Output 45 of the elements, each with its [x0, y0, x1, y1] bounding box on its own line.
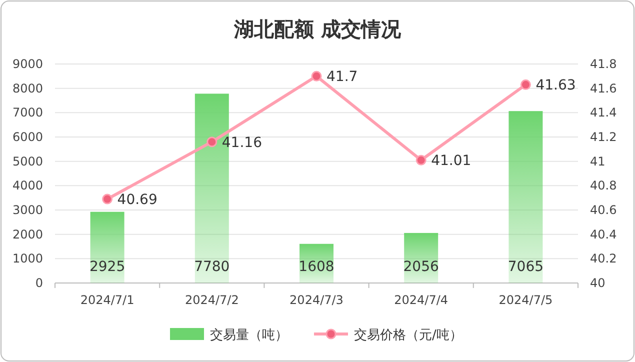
legend-label: 交易量（吨） — [210, 327, 288, 343]
y-tick-label: 3000 — [12, 203, 43, 217]
data-label: 40.69 — [117, 192, 158, 208]
data-label: 1608 — [298, 259, 334, 275]
point — [416, 154, 426, 166]
y2-tick-label: 41.4 — [590, 106, 617, 120]
bar — [508, 111, 543, 283]
bar — [90, 212, 124, 283]
data-label: 2056 — [403, 259, 439, 275]
point — [102, 194, 113, 204]
y2-tick-label: 41.6 — [590, 81, 617, 96]
x-tick-label: 2024/7/1 — [80, 293, 134, 307]
point — [520, 79, 531, 90]
data-label: 41.01 — [431, 153, 472, 170]
chart-title: 湖北配额 成交情况 — [233, 17, 402, 41]
bar — [404, 232, 438, 283]
x-tick-label: 2024/7/4 — [394, 293, 448, 307]
y-tick-label: 5000 — [12, 154, 43, 168]
y2-tick-label: 41 — [590, 154, 606, 168]
y-tick-label: 8000 — [12, 81, 43, 96]
x-tick-label: 2024/7/3 — [290, 293, 344, 307]
point — [206, 136, 218, 148]
point — [311, 70, 322, 82]
y-tick-label: 0 — [35, 276, 43, 290]
y2-tick-label: 40.8 — [590, 178, 617, 193]
y2-tick-label: 40.4 — [590, 227, 617, 242]
data-label: 41.63 — [536, 78, 576, 94]
y-tick-label: 6000 — [12, 130, 43, 144]
y2-tick-label: 41.8 — [590, 57, 617, 71]
data-label: 2925 — [89, 259, 126, 275]
y2-tick-label: 41.2 — [590, 130, 617, 144]
y2-tick-label: 40 — [590, 276, 606, 290]
x-tick-label: 2024/7/2 — [184, 293, 239, 307]
y-tick-label: 4000 — [12, 178, 43, 193]
y-tick-label: 2000 — [12, 227, 43, 242]
y-tick-label: 9000 — [12, 57, 43, 71]
y-tick-label: 7000 — [12, 106, 43, 120]
data-label: 7780 — [194, 259, 230, 275]
data-label: 7065 — [508, 259, 544, 275]
x-tick-label: 2024/7/5 — [498, 293, 553, 307]
y2-tick-label: 40.2 — [590, 252, 617, 266]
legend-label: 交易价格（元/吨） — [354, 327, 462, 343]
y2-tick-label: 40.6 — [590, 203, 617, 217]
data-label: 41.7 — [326, 69, 358, 86]
y-tick-label: 1000 — [12, 252, 43, 266]
